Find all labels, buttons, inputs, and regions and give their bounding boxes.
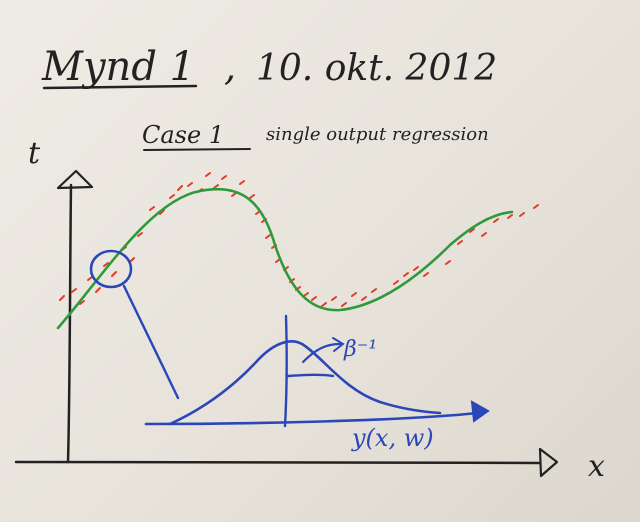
page-heading-date: 10. okt. 2012	[256, 48, 497, 89]
gaussian-curve	[168, 340, 442, 426]
regression-curve	[56, 187, 514, 330]
precision-pointer	[301, 342, 342, 364]
heading-separator: ,	[224, 45, 236, 89]
case-underline	[143, 148, 251, 151]
horizontal-axis-label: x	[588, 449, 605, 484]
case-description: single output regression	[266, 124, 489, 145]
mean-vertical-line	[283, 314, 288, 428]
precision-label: β⁻¹	[343, 337, 377, 362]
mean-function-label: y(x, w)	[351, 424, 434, 452]
vertical-axis-label: t	[28, 136, 41, 171]
heading-underline	[42, 84, 198, 90]
vertical-axis-line	[66, 183, 73, 464]
page-heading-title: Mynd 1	[41, 44, 195, 90]
distribution-baseline-arrow	[470, 400, 490, 423]
zoom-circle	[89, 249, 133, 289]
horizontal-axis-arrow	[538, 447, 559, 478]
precision-pointer-arrow	[332, 337, 345, 352]
spread-marker-line	[286, 373, 335, 378]
case-label: Case 1	[142, 121, 224, 149]
red-data-marks	[59, 172, 539, 319]
zoom-connector-line	[122, 284, 180, 400]
horizontal-axis-line	[14, 460, 542, 465]
vertical-axis-arrow	[56, 169, 94, 190]
distribution-baseline	[144, 411, 480, 426]
